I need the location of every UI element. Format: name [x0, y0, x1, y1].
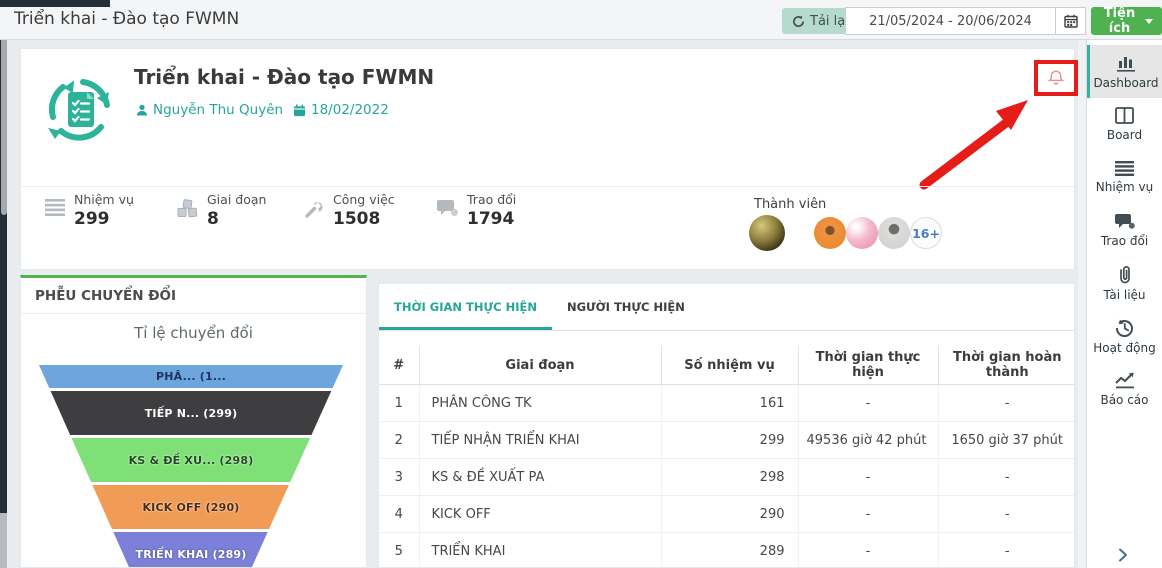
funnel-segment[interactable]: PHÂ... (1... — [39, 365, 343, 388]
calendar-icon — [1063, 14, 1078, 28]
stat-jobs: Công việc 1508 — [304, 192, 395, 229]
stages-table-card: THỜI GIAN THỰC HIỆN NGƯỜI THỰC HIỆN # Gi… — [378, 283, 1075, 568]
sidebar-item-discussions[interactable]: Trao đổi — [1087, 204, 1162, 257]
content-scrollbar[interactable] — [1078, 40, 1086, 568]
date-range-picker — [845, 7, 1086, 35]
sidebar-item-dashboard[interactable]: Dashboard — [1087, 45, 1162, 98]
date-range-input[interactable] — [845, 7, 1056, 35]
sidebar-item-reports[interactable]: Báo cáo — [1087, 363, 1162, 416]
col-header-stage: Giai đoạn — [418, 346, 661, 385]
chat-icon — [437, 199, 458, 217]
stages-table: # Giai đoạn Số nhiệm vụ Thời gian thực h… — [379, 346, 1074, 567]
page-title: Triển khai - Đào tạo FWMN — [14, 9, 240, 29]
cubes-icon — [177, 199, 198, 218]
paperclip-icon — [1118, 265, 1132, 284]
dashboard-icon — [1116, 54, 1136, 72]
history-icon — [1115, 319, 1134, 337]
tab-assignees[interactable]: NGƯỜI THỰC HIỆN — [566, 300, 685, 314]
collapsed-left-sidebar — [0, 40, 7, 513]
table-row[interactable]: 2 TIẾP NHẬN TRIỂN KHAI 299 49536 giờ 42 … — [379, 421, 1074, 459]
sidebar-item-tasks[interactable]: Nhiệm vụ — [1087, 151, 1162, 204]
tasks-icon — [1115, 161, 1134, 176]
avatar[interactable] — [878, 217, 910, 249]
project-created-date: 18/02/2022 — [293, 102, 389, 118]
browser-tab-remnant — [0, 0, 110, 7]
utilities-dropdown-button[interactable]: Tiện ích — [1091, 6, 1162, 36]
table-row[interactable]: 1 PHÂN CÔNG TK 161 - - — [379, 384, 1074, 422]
funnel-segment[interactable]: TRIỂN KHAI (289) — [39, 532, 343, 567]
funnel-panel-title: PHỄU CHUYỂN ĐỔI — [21, 278, 366, 314]
sidebar-expand-chevron-icon[interactable] — [1117, 548, 1129, 562]
right-sidebar: Dashboard Board Nhiệm vụ Trao đổi Tài li… — [1086, 40, 1162, 568]
refresh-icon — [792, 15, 805, 28]
wrench-icon — [304, 199, 324, 219]
calendar-button[interactable] — [1056, 7, 1086, 35]
col-header-index: # — [379, 346, 419, 385]
table-header-row: # Giai đoạn Số nhiệm vụ Thời gian thực h… — [379, 346, 1074, 385]
funnel-chart[interactable]: PHÂ... (1... TIẾP N... (299) KS & ĐỀ XU.… — [39, 365, 343, 567]
topbar: Triển khai - Đào tạo FWMN Tải lại Tiện í… — [0, 0, 1162, 40]
funnel-segment[interactable]: TIẾP N... (299) — [39, 391, 343, 435]
sidebar-item-documents[interactable]: Tài liệu — [1087, 257, 1162, 310]
col-header-finish-time: Thời gian hoàn thành — [937, 346, 1074, 385]
table-row[interactable]: 4 KICK OFF 290 - - — [379, 495, 1074, 533]
members-label: Thành viên — [754, 197, 827, 212]
scrollbar-thumb[interactable] — [1, 2, 7, 215]
caret-down-icon — [1145, 18, 1153, 24]
project-avatar-icon — [43, 73, 117, 147]
table-tabs: THỜI GIAN THỰC HIỆN NGƯỜI THỰC HIỆN — [379, 284, 1074, 331]
sidebar-item-board[interactable]: Board — [1087, 98, 1162, 151]
report-icon — [1114, 372, 1135, 389]
table-row[interactable]: 3 KS & ĐỀ XUẤT PA 298 - - — [379, 458, 1074, 496]
collapsed-left-sidebar-end — [0, 513, 7, 568]
funnel-segment[interactable]: KICK OFF (290) — [39, 485, 343, 529]
project-owner[interactable]: Nguyễn Thu Quyên — [136, 102, 283, 118]
sidebar-item-activity[interactable]: Hoạt động — [1087, 310, 1162, 363]
board-icon — [1115, 107, 1134, 124]
stat-stages: Giai đoạn 8 — [177, 192, 266, 229]
calendar-icon — [293, 104, 306, 117]
header-divider — [21, 186, 1074, 187]
person-icon — [136, 104, 148, 116]
stat-tasks: Nhiệm vụ 299 — [45, 192, 134, 229]
avatar[interactable] — [749, 215, 785, 251]
col-header-task-count: Số nhiệm vụ — [660, 346, 798, 385]
conversion-funnel-card: PHỄU CHUYỂN ĐỔI Tỉ lệ chuyển đổi PHÂ... … — [20, 275, 367, 568]
avatar[interactable] — [814, 217, 846, 249]
table-row[interactable]: 5 TRIỂN KHAI 289 - - — [379, 532, 1074, 567]
bell-icon — [1047, 69, 1065, 87]
notification-bell-annotation-box[interactable] — [1034, 60, 1078, 96]
funnel-segment[interactable]: KS & ĐỀ XU... (298) — [39, 438, 343, 482]
annotation-arrow — [919, 100, 1028, 190]
tab-execution-time[interactable]: THỜI GIAN THỰC HIỆN — [379, 284, 552, 330]
funnel-chart-title: Tỉ lệ chuyển đổi — [134, 324, 253, 342]
project-title: Triển khai - Đào tạo FWMN — [134, 65, 435, 89]
project-header-card: Triển khai - Đào tạo FWMN Nguyễn Thu Quy… — [20, 48, 1078, 270]
members-overflow-badge[interactable]: 16+ — [910, 217, 942, 249]
stat-discussions: Trao đổi 1794 — [437, 192, 516, 229]
chat-icon — [1114, 213, 1135, 230]
list-icon — [45, 199, 65, 216]
col-header-exec-time: Thời gian thực hiện — [797, 346, 938, 385]
avatar[interactable] — [846, 217, 878, 249]
